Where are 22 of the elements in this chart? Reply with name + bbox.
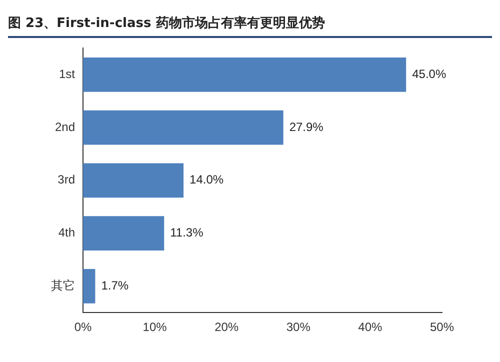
data-label: 1.7% [101,278,129,292]
x-tick-label: 40% [358,320,383,334]
x-tick-label: 30% [286,320,311,334]
x-tick-label: 50% [430,320,454,334]
y-tick-label: 4th [58,226,75,240]
x-tick-label: 10% [142,320,168,334]
bar [83,268,96,304]
y-tick-label: 1st [58,66,76,81]
data-label: 14.0% [190,172,224,187]
y-tick-label: 2nd [54,120,75,134]
data-label: 27.9% [289,120,324,134]
data-label: 11.3% [170,226,204,240]
bar [83,110,284,145]
chart-title: 图 23、First-in-class 药物市场占有率有更明显优势 [8,8,492,38]
bar [83,57,406,92]
x-tick-label: 20% [214,320,239,334]
data-label: 45.0% [412,66,446,81]
bar [83,216,164,250]
y-tick-label: 其它 [51,278,75,292]
x-tick-label: 0% [74,320,92,334]
bar [83,163,184,198]
y-tick-label: 3rd [58,172,75,187]
